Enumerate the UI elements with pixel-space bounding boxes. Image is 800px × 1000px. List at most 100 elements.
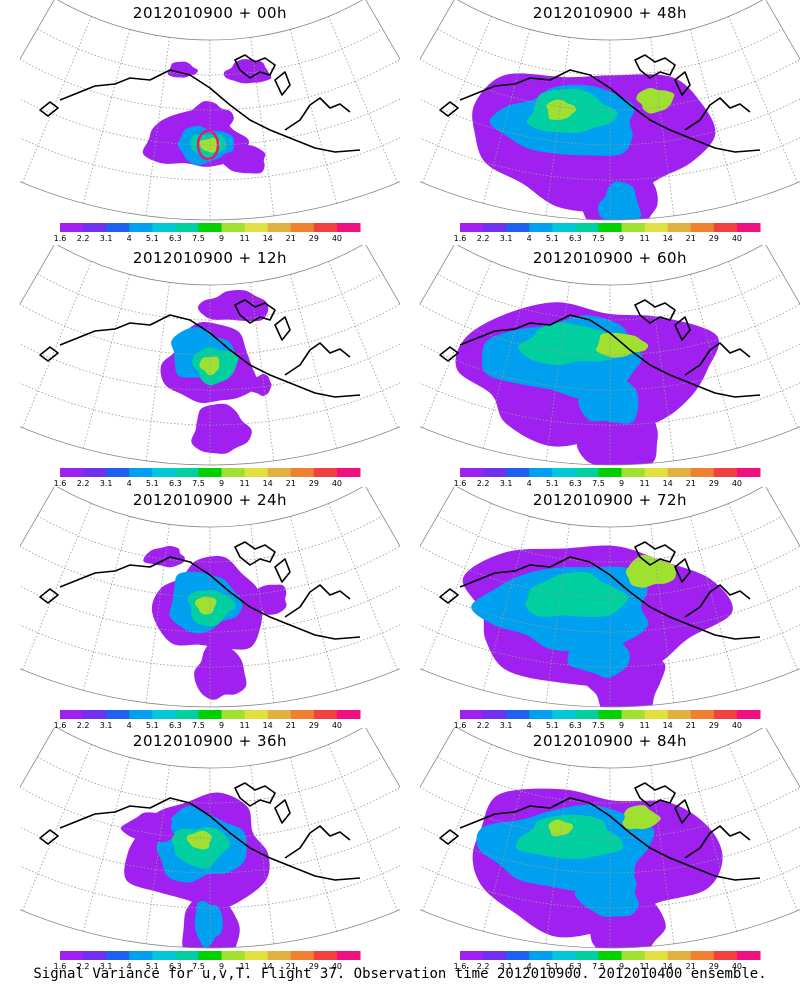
colorbar-tick-label: 29 xyxy=(308,234,319,243)
colorbar-tick-label: 14 xyxy=(262,479,273,488)
colorbar xyxy=(60,223,361,232)
panel-72h: 2012010900 + 72h 1.6 2.2 3.1 4 5.1 6.3 7.5 9 11 1… xyxy=(420,487,800,737)
colorbar-tick-label: 1.6 xyxy=(453,721,467,730)
colorbar-tick-label: 2.2 xyxy=(76,234,90,243)
colorbar-segment xyxy=(529,951,553,960)
latitude-line xyxy=(437,28,783,76)
meridian-line xyxy=(289,516,338,691)
colorbar-segment xyxy=(221,710,246,719)
panel-title: 2012010900 + 72h xyxy=(532,491,688,509)
map-boundary xyxy=(20,728,400,949)
colorbar-tick-label: 40 xyxy=(731,234,743,243)
meridian-line xyxy=(289,274,338,449)
variance-contour xyxy=(578,371,639,424)
variance-field xyxy=(462,545,733,707)
latitude-line xyxy=(420,826,800,874)
colorbar-segment xyxy=(529,223,553,232)
colorbar-tick-label: 21 xyxy=(285,234,296,243)
colorbar-tick-label: 11 xyxy=(639,962,650,971)
colorbar xyxy=(460,710,761,719)
colorbar-tick-label: 9 xyxy=(218,479,225,488)
colorbar-tick-label: 29 xyxy=(708,479,719,488)
colorbar-tick-label: 40 xyxy=(331,721,343,730)
variance-contour xyxy=(223,59,272,84)
colorbar-segment xyxy=(106,710,130,719)
colorbar-tick-label: 6.3 xyxy=(169,962,182,971)
colorbar-tick-label: 11 xyxy=(639,234,650,243)
colorbar-tick-label: 14 xyxy=(662,962,673,971)
colorbar-segment xyxy=(290,223,315,232)
meridian-line xyxy=(289,29,338,204)
map-plot xyxy=(420,0,800,232)
colorbar-tick-label: 7.5 xyxy=(592,479,605,488)
meridian-line xyxy=(422,744,492,911)
colorbar-tick-label: 4 xyxy=(126,962,132,971)
variance-contour xyxy=(625,554,676,588)
variance-contour xyxy=(576,412,658,465)
meridian-line xyxy=(728,503,798,670)
colorbar-tick-label: 2.2 xyxy=(76,479,90,488)
hudson-bay-coast xyxy=(684,825,751,859)
map-plot xyxy=(420,487,800,719)
graticule xyxy=(20,261,400,465)
colorbar-segment xyxy=(552,223,576,232)
colorbar-segment xyxy=(152,468,176,477)
colorbar-tick-label: 40 xyxy=(731,479,743,488)
hudson-bay-coast xyxy=(684,97,751,131)
colorbar-segment xyxy=(106,468,130,477)
colorbar-segment xyxy=(460,710,484,719)
variance-contour xyxy=(636,88,675,114)
colorbar-segment xyxy=(736,468,761,477)
colorbar-tick-label: 21 xyxy=(285,962,296,971)
aleutian-islands xyxy=(39,829,59,845)
colorbar-segment xyxy=(221,468,246,477)
variance-contour xyxy=(247,374,272,397)
panel-12h: 2012010900 + 12h 1.6 2.2 3.1 4 5.1 6.3 7.5 9 11 1… xyxy=(20,245,400,495)
colorbar-tick-label: 2.2 xyxy=(476,479,490,488)
colorbar-segment xyxy=(175,223,199,232)
colorbar-tick-label: 11 xyxy=(639,721,650,730)
colorbar-tick-label: 4 xyxy=(526,962,532,971)
colorbar-tick-label: 9 xyxy=(618,479,625,488)
graticule xyxy=(20,744,400,948)
graticule xyxy=(20,16,400,220)
colorbar-tick-label: 3.1 xyxy=(99,721,113,730)
figure-caption: Signal Variance for u,v,T. Flight 37. Ob… xyxy=(33,966,767,982)
panel-title: 2012010900 + 48h xyxy=(532,4,688,22)
coastline-path xyxy=(459,314,761,398)
panel-title: 2012010900 + 12h xyxy=(132,249,288,267)
aleutian-islands xyxy=(39,588,59,604)
latitude-line xyxy=(20,343,400,391)
colorbar-tick-label: 4 xyxy=(126,479,132,488)
map-boundary xyxy=(420,728,800,949)
colorbar-segment xyxy=(506,468,530,477)
graticule xyxy=(20,503,400,707)
map-boundary xyxy=(20,245,400,466)
colorbar-segment xyxy=(106,951,130,960)
meridian-line xyxy=(82,274,131,449)
colorbar-tick-label: 14 xyxy=(262,721,273,730)
colorbar-segment xyxy=(483,951,507,960)
colorbar-tick-label: 40 xyxy=(731,962,743,971)
map-boundary xyxy=(20,0,400,221)
latitude-line xyxy=(37,273,383,321)
colorbar-tick-label: 7.5 xyxy=(592,721,605,730)
colorbar-segment xyxy=(313,951,338,960)
colorbar-tick-label: 6.3 xyxy=(569,479,582,488)
arctic-islands xyxy=(634,782,676,807)
arctic-islands xyxy=(234,54,276,79)
colorbar xyxy=(60,710,361,719)
variance-contour xyxy=(567,624,630,678)
colorbar-tick-label: 5.1 xyxy=(145,479,159,488)
arctic-islands xyxy=(234,782,276,807)
coastline-path xyxy=(459,797,761,881)
colorbar-tick-label: 7.5 xyxy=(192,721,205,730)
colorbar-segment xyxy=(529,468,553,477)
colorbar-segment xyxy=(575,951,599,960)
meridian-line xyxy=(328,744,398,911)
coastline-path xyxy=(59,556,361,640)
colorbar-tick-label: 7.5 xyxy=(192,962,205,971)
coastline-path xyxy=(459,556,761,640)
panel-24h: 2012010900 + 24h 1.6 2.2 3.1 4 5.1 6.3 7.5 9 11 1… xyxy=(20,487,400,737)
colorbar-tick-label: 5.1 xyxy=(145,234,159,243)
